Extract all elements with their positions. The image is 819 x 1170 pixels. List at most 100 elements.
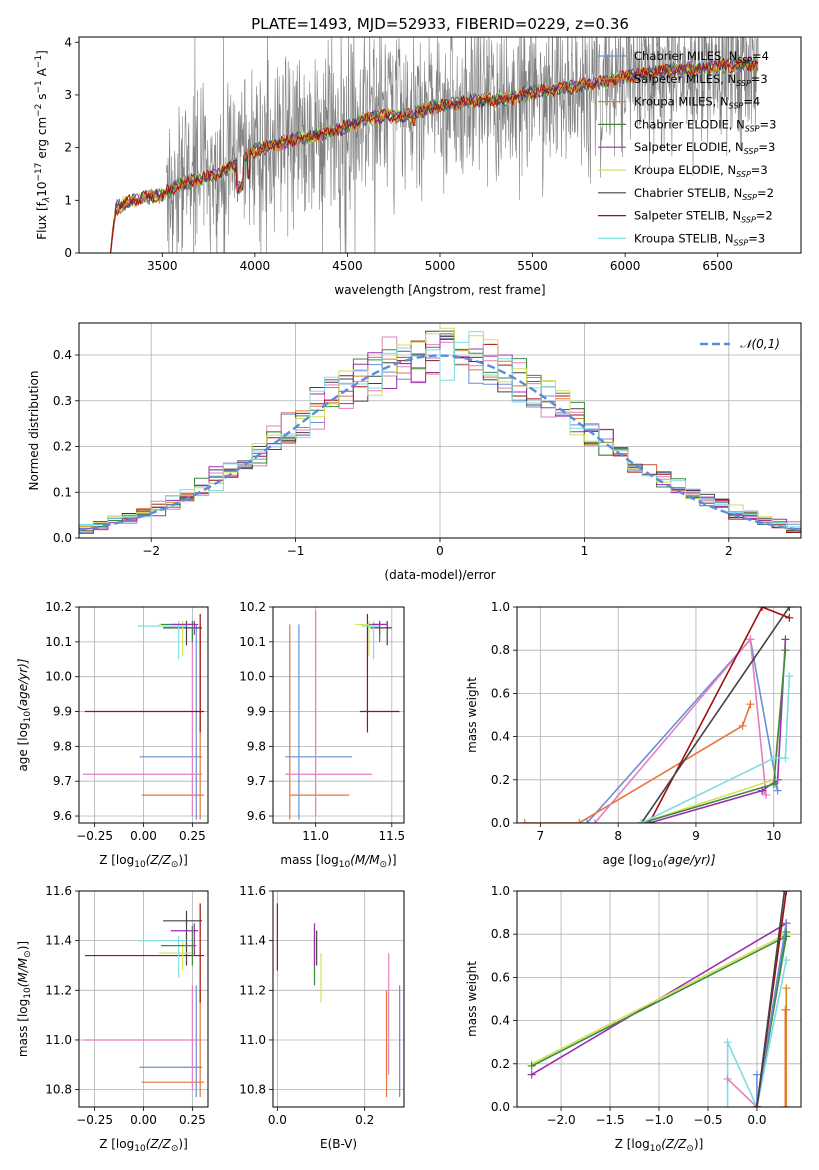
y-tick-label: 9.6: [53, 809, 72, 823]
y-tick-label: 9.9: [247, 705, 266, 719]
y-tick-label: 0.2: [491, 1057, 510, 1071]
errorbar-point: [141, 624, 205, 820]
spectrum-x-label: wavelength [Angstrom, rest frame]: [334, 283, 545, 297]
errorbar-point: [137, 935, 187, 978]
spectrum-model-line: [110, 57, 759, 253]
series-line: [641, 676, 791, 823]
y-tick-label: 0.4: [53, 348, 72, 362]
histogram-series: [79, 331, 801, 528]
x-tick-label: 0.00: [130, 829, 157, 843]
errorbar-point: [139, 624, 203, 820]
mass-weight-y-label: mass weight: [465, 961, 479, 1037]
y-tick-label: 11.6: [45, 884, 72, 898]
errorbar-point: [84, 903, 205, 1003]
errorbar-point: [289, 624, 350, 820]
y-tick-label: 9.9: [53, 705, 72, 719]
y-tick-label: 10.8: [239, 1083, 266, 1097]
y-tick-label: 10.2: [45, 600, 72, 614]
errorbar-point: [84, 613, 205, 733]
series-line: [727, 1078, 758, 1107]
series-line: [756, 891, 786, 1107]
x-tick-label: 1: [581, 544, 589, 558]
y-tick-label: 9.7: [53, 774, 72, 788]
EBV-frame: [272, 890, 405, 1108]
y-tick-label: 2: [64, 141, 72, 155]
plus-marker: [575, 819, 584, 823]
x-tick-label: 9: [692, 829, 700, 843]
legend-label: Chabrier MILES, NSSP=4: [634, 49, 769, 65]
histogram-x-label: (data-model)/error: [384, 568, 495, 582]
x-tick-label: −0.25: [76, 829, 113, 843]
plus-marker: [785, 607, 794, 611]
plus-marker: [781, 1005, 790, 1014]
mass-weight-series: [590, 635, 770, 823]
x-tick-label: 0.0: [747, 1113, 766, 1127]
normal-reference-curve: [79, 354, 801, 532]
mass-weight-Z-x-label: Z [log10(Z/Z⊙)]: [615, 1137, 704, 1154]
mass-weight-series: [637, 672, 794, 823]
y-tick-label: 3: [64, 88, 72, 102]
plus-marker: [773, 786, 782, 795]
series-line: [726, 959, 788, 1107]
age_vs_mass-axes: 11.0 11.5 9.6 9.7 9.8 9.9 10.0 10.1 10.2: [239, 600, 405, 843]
plus-marker: [723, 1074, 732, 1083]
plus-marker: [746, 635, 755, 644]
y-tick-label: 11.0: [239, 1033, 266, 1047]
y-tick-label: 1.0: [491, 884, 510, 898]
legend-label: Salpeter MILES, NSSP=3: [634, 72, 768, 88]
y-tick-label: 10.2: [239, 600, 266, 614]
mass-weight-series: [752, 891, 789, 1107]
y-tick-label: 0: [64, 246, 72, 260]
age_vs_Z-frame: [78, 606, 209, 824]
errorbar-point: [359, 613, 400, 733]
x-tick-label: −2: [142, 544, 160, 558]
plus-marker: [782, 919, 791, 928]
spectrum-legend: Chabrier MILES, NSSP=4 Salpeter MILES, NS…: [598, 49, 776, 247]
legend-label: Chabrier ELODIE, NSSP=3: [634, 117, 776, 133]
mass-weight-series: [583, 635, 782, 823]
y-tick-label: 11.6: [239, 884, 266, 898]
y-tick-label: 10.1: [239, 635, 266, 649]
x-tick-label: −0.25: [76, 1113, 113, 1127]
spectrum-model-line: [110, 56, 759, 253]
plus-marker: [761, 790, 770, 799]
x-tick-label: −2.0: [546, 1113, 575, 1127]
plus-marker: [746, 700, 755, 709]
plus-marker: [527, 1061, 536, 1070]
mass-weight-series: [520, 700, 755, 823]
legend-label: Kroupa ELODIE, NSSP=3: [634, 163, 768, 179]
histogram-y-label: Normed distribution: [27, 371, 41, 491]
plus-marker: [527, 1070, 536, 1079]
y-tick-label: 10.0: [45, 670, 72, 684]
y-tick-label: 9.7: [247, 774, 266, 788]
plus-marker: [782, 1103, 791, 1107]
plus-marker: [785, 613, 794, 622]
y-tick-label: 10.1: [45, 635, 72, 649]
x-tick-label: −1: [287, 544, 305, 558]
plus-marker: [782, 891, 791, 895]
x-tick-label: 0: [436, 544, 444, 558]
y-tick-label: 9.8: [247, 739, 266, 753]
mass_weight_vs_age-axes: 7 8 9 10 0.0 0.2 0.4 0.6 0.8 1.0: [491, 600, 801, 843]
plus-marker: [781, 635, 790, 644]
x-tick-label: 11.0: [302, 829, 329, 843]
y-tick-label: 4: [64, 35, 72, 49]
series-line: [756, 923, 788, 1107]
y-tick-label: 11.0: [45, 1033, 72, 1047]
spectrum-data-line: [165, 37, 759, 253]
errorbar-point: [82, 627, 203, 817]
x-tick-label: 4000: [240, 259, 271, 273]
plus-marker: [752, 1103, 761, 1107]
EBV-axes: 0.0 0.2 10.8 11.0 11.2 11.4 11.6: [239, 884, 404, 1127]
x-tick-label: 0.00: [130, 1113, 157, 1127]
plus-marker: [782, 928, 791, 937]
mass-weight-series: [645, 607, 794, 823]
legend-label: Kroupa MILES, NSSP=4: [634, 95, 760, 111]
plus-marker: [769, 754, 778, 763]
plus-marker: [583, 819, 592, 823]
plus-marker: [782, 984, 791, 993]
mass_weight_vs_Z-axes: −2.0 −1.5 −1.0 −0.5 0.0 0.0 0.2 0.4 0.6 0.8 1.0: [491, 884, 801, 1127]
y-tick-label: 0.3: [53, 394, 72, 408]
series-line: [524, 703, 752, 823]
y-tick-label: 10.0: [239, 670, 266, 684]
